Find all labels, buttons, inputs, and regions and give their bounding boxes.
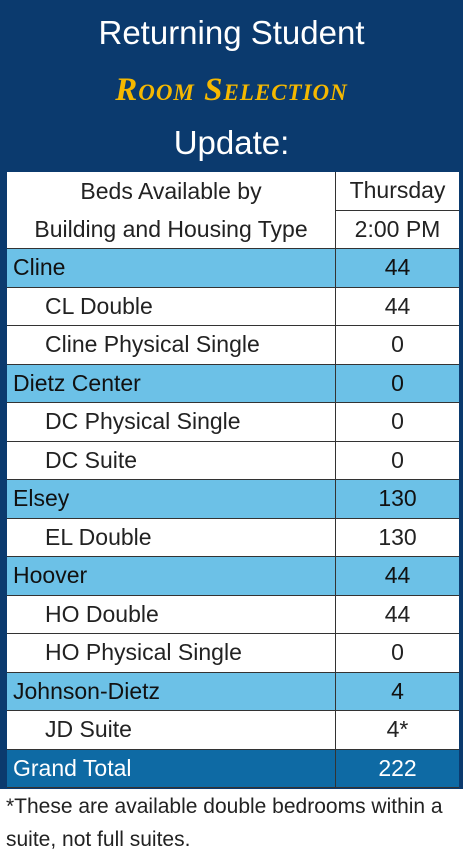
subtitle: Room Selection [115,72,348,108]
row-label: HO Physical Single [7,634,336,672]
row-label: Elsey [7,480,336,518]
header-row: Building and Housing Type 2:00 PM [7,210,459,249]
row-value: 0 [391,446,404,473]
sub-row: CL Double 44 [7,287,459,326]
total-row: Grand Total 222 [7,749,459,788]
group-row: Dietz Center 0 [7,364,459,403]
row-label: Dietz Center [7,364,336,402]
row-value: 44 [384,562,411,589]
row-value: 130 [378,485,417,512]
sub-row: HO Double 44 [7,595,459,634]
column-header: Building and Housing Type [7,210,336,248]
row-label: EL Double [7,518,336,556]
group-row: Cline 44 [7,249,459,288]
sub-row: Cline Physical Single 0 [7,326,459,365]
sub-row: JD Suite 4* [7,711,459,750]
column-header: Thursday [336,172,459,211]
row-label: HO Double [7,595,336,633]
title: Returning Student [98,14,365,51]
row-label: JD Suite [7,711,336,749]
header-row: Beds Available by Thursday [7,172,459,211]
row-label: Cline [7,249,336,287]
row-label: DC Physical Single [7,403,336,441]
sub-row: EL Double 130 [7,518,459,557]
sub-row: DC Physical Single 0 [7,403,459,442]
footnote: *These are available double bedrooms wit… [6,795,443,851]
group-row: Johnson-Dietz 4 [7,672,459,711]
row-value: 0 [391,639,404,666]
title-suffix: Update: [173,124,290,161]
row-label: Grand Total [7,749,336,787]
row-label: CL Double [7,287,336,325]
row-label: Cline Physical Single [7,326,336,364]
group-row: Hoover 44 [7,557,459,596]
row-value: 4* [386,716,409,743]
row-value: 222 [378,754,417,781]
row-value: 44 [384,292,411,319]
sub-row: DC Suite 0 [7,441,459,480]
row-value: 0 [391,331,404,358]
row-value: 44 [384,600,411,627]
row-value: 4 [391,677,404,704]
row-label: Johnson-Dietz [7,672,336,710]
header: Returning Student Room Selection Update: [0,0,463,172]
row-label: Hoover [7,557,336,595]
row-value: 0 [391,408,404,435]
column-header: 2:00 PM [354,215,441,242]
sub-row: HO Physical Single 0 [7,634,459,673]
row-value: 130 [378,523,417,550]
column-header: Beds Available by [7,172,336,211]
row-value: 44 [384,254,411,281]
group-row: Elsey 130 [7,480,459,519]
row-value: 0 [391,369,404,396]
row-label: DC Suite [7,441,336,479]
